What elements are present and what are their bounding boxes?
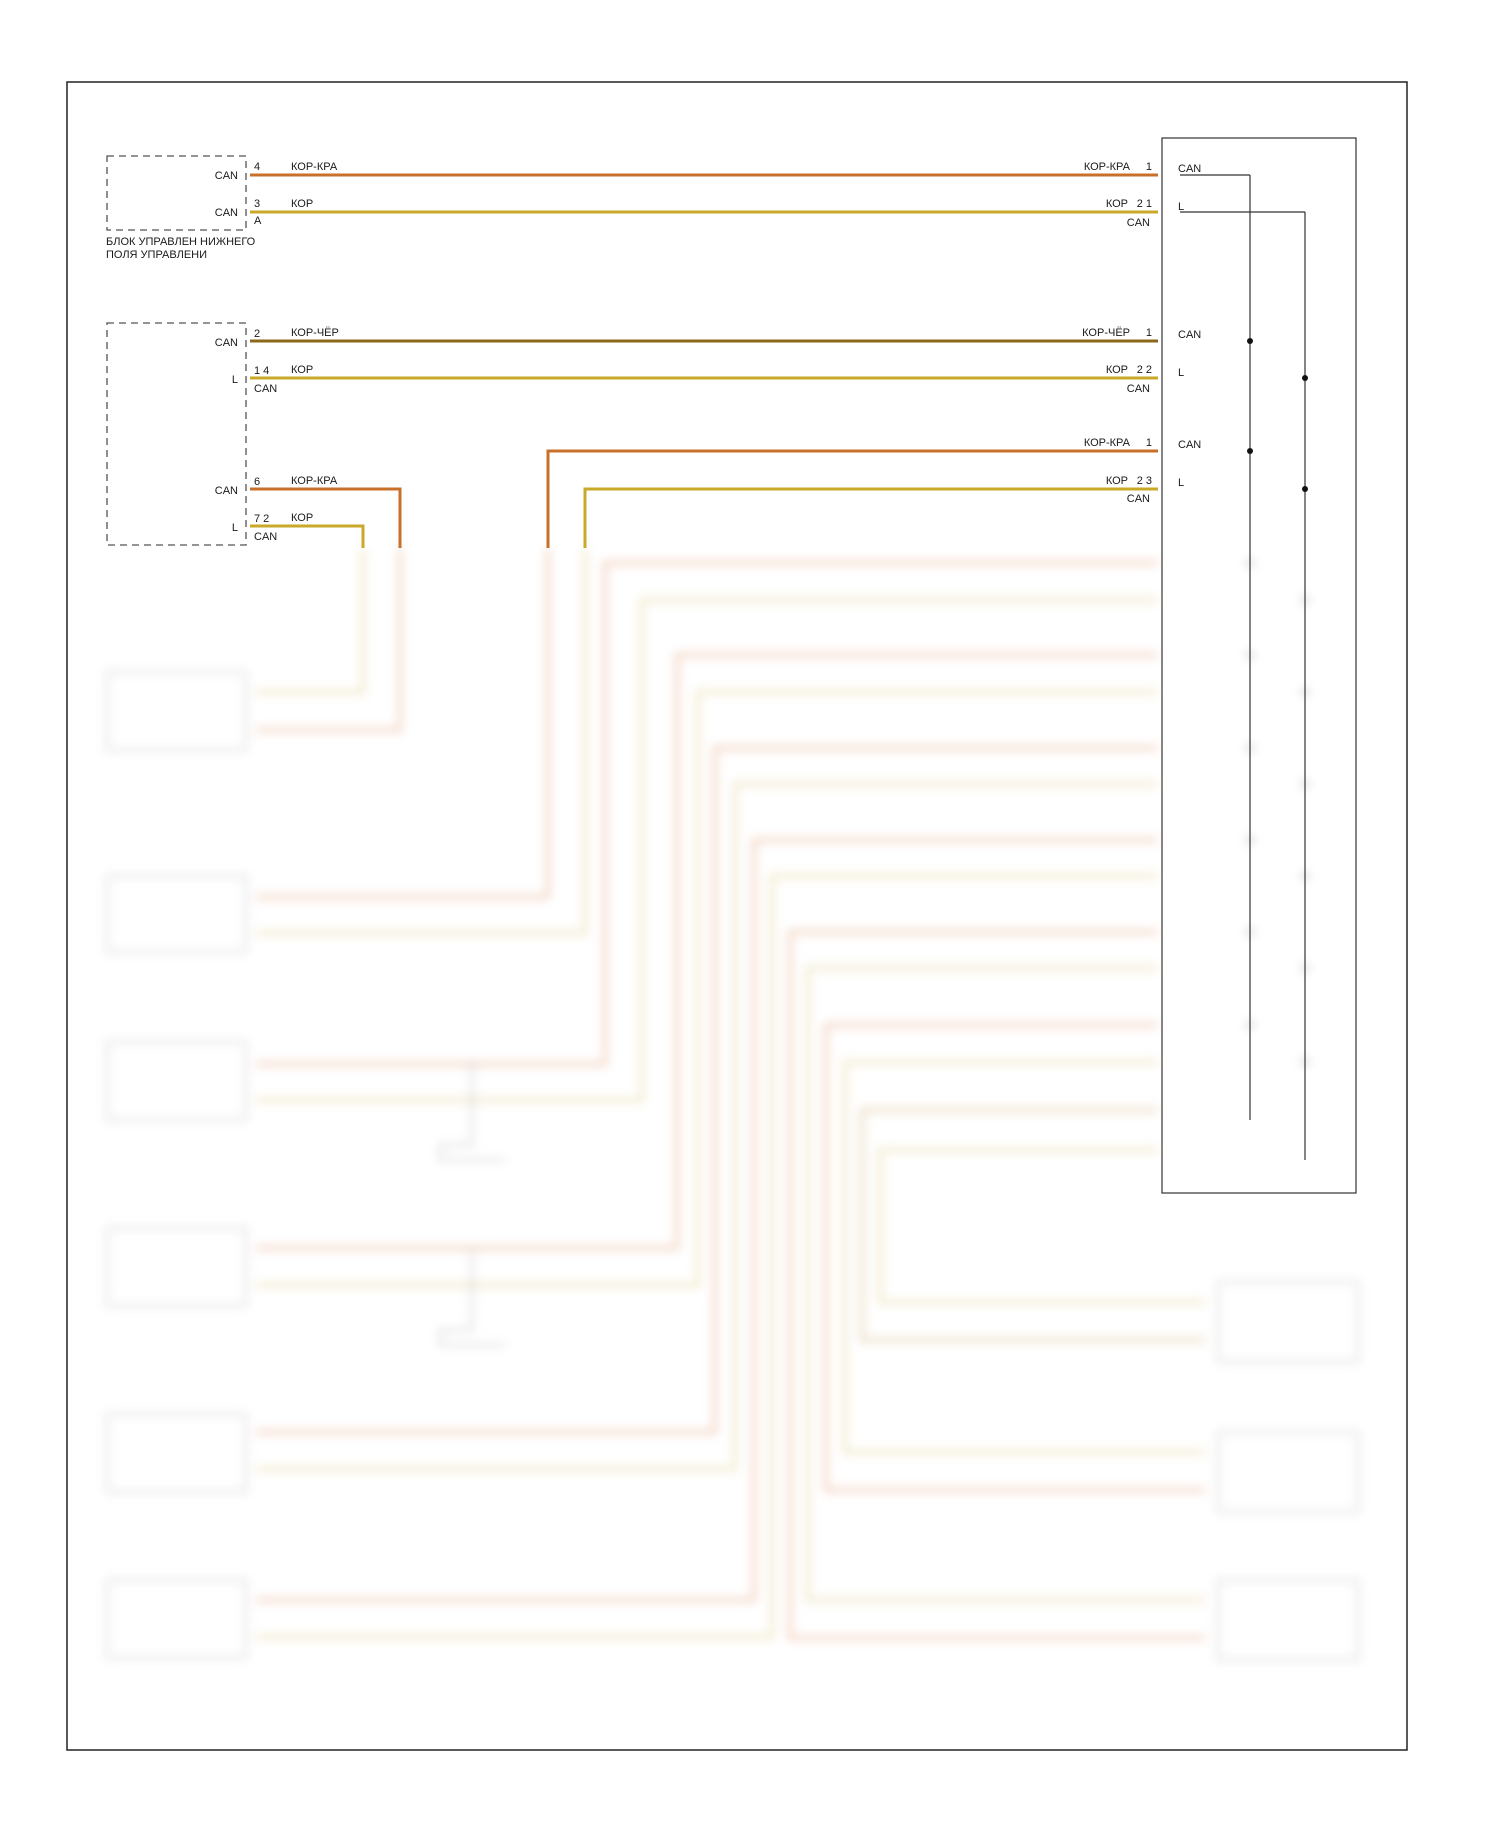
wire-4-label-left: КОР <box>291 364 313 376</box>
wire-2-label-right: КОР <box>1106 198 1128 210</box>
wire-kor-3 <box>583 487 1158 548</box>
wire-3-label-right: КОР-ЧЁР <box>1082 327 1130 339</box>
gateway-l-1: L <box>1178 201 1184 213</box>
module-2-can-label: CAN <box>215 337 238 349</box>
wire-6-label-right: КОР <box>1106 475 1128 487</box>
module-1-box <box>106 155 247 231</box>
wire-4-pin-right: 2 2 <box>1137 364 1152 376</box>
module-1-pin-a: A <box>254 215 262 227</box>
gateway-l-3: L <box>1178 477 1184 489</box>
module-2-pin-2: 2 <box>254 328 260 340</box>
wire-6-pin-right: 2 3 <box>1137 475 1152 487</box>
module-1-caption-line1: БЛОК УПРАВЛЕН НИЖНЕГО <box>106 236 256 248</box>
gateway-can-3: CAN <box>1178 439 1201 451</box>
gateway-can-2: CAN <box>1178 329 1201 341</box>
wire-2-pin-right: 2 1 <box>1137 198 1152 210</box>
module-2-l-label: L <box>232 374 238 386</box>
module-2-pin-14: 1 4 <box>254 365 269 377</box>
wire-1-label-right: КОР-КРА <box>1084 161 1131 173</box>
gateway-l-2: L <box>1178 367 1184 379</box>
wire-1-label-left: КОР-КРА <box>291 161 338 173</box>
wire-2-label-left: КОР <box>291 198 313 210</box>
wire-kor-4 <box>250 524 365 548</box>
module-2-pin-72: 7 2 <box>254 513 269 525</box>
gateway-can-1: CAN <box>1178 163 1201 175</box>
wire-6-can-right: CAN <box>1127 493 1150 505</box>
module-1-pin-4: 4 <box>254 161 260 173</box>
module-2-pin-6: 6 <box>254 476 260 488</box>
wire-kor-kra-3 <box>250 487 402 548</box>
wire-kor-kra-2 <box>546 449 1158 548</box>
wire-5-label-right: КОР-КРА <box>1084 437 1131 449</box>
wire-2-can-right: CAN <box>1127 217 1150 229</box>
wire-3-pin-right: 1 <box>1146 327 1152 339</box>
wire-7-label-left: КОР-КРА <box>291 475 338 487</box>
module-1-can-label: CAN <box>215 170 238 182</box>
diagram-frame <box>66 81 1408 1751</box>
wire-8-label-left: КОР <box>291 512 313 524</box>
wire-4-label-right: КОР <box>1106 364 1128 376</box>
module-1-caption-line2: ПОЛЯ УПРАВЛЕНИ <box>106 249 207 261</box>
module-2-box <box>106 322 247 546</box>
module-2-can-label-2: CAN <box>215 485 238 497</box>
module-1-can-label-2: CAN <box>215 207 238 219</box>
gateway-connector-block <box>1161 137 1357 1194</box>
module-2-l-label-2: L <box>232 522 238 534</box>
wire-4-can-right: CAN <box>1127 383 1150 395</box>
module-1-pin-3: 3 <box>254 198 260 210</box>
blurred-region <box>106 548 1359 1661</box>
wire-3-label-left: КОР-ЧЁР <box>291 327 339 339</box>
module-2-can-sub: CAN <box>254 383 277 395</box>
module-2-can-sub-2: CAN <box>254 531 277 543</box>
ground-icon <box>439 1062 505 1161</box>
wire-5-pin-right: 1 <box>1146 437 1152 449</box>
wire-1-pin-right: 1 <box>1146 161 1152 173</box>
